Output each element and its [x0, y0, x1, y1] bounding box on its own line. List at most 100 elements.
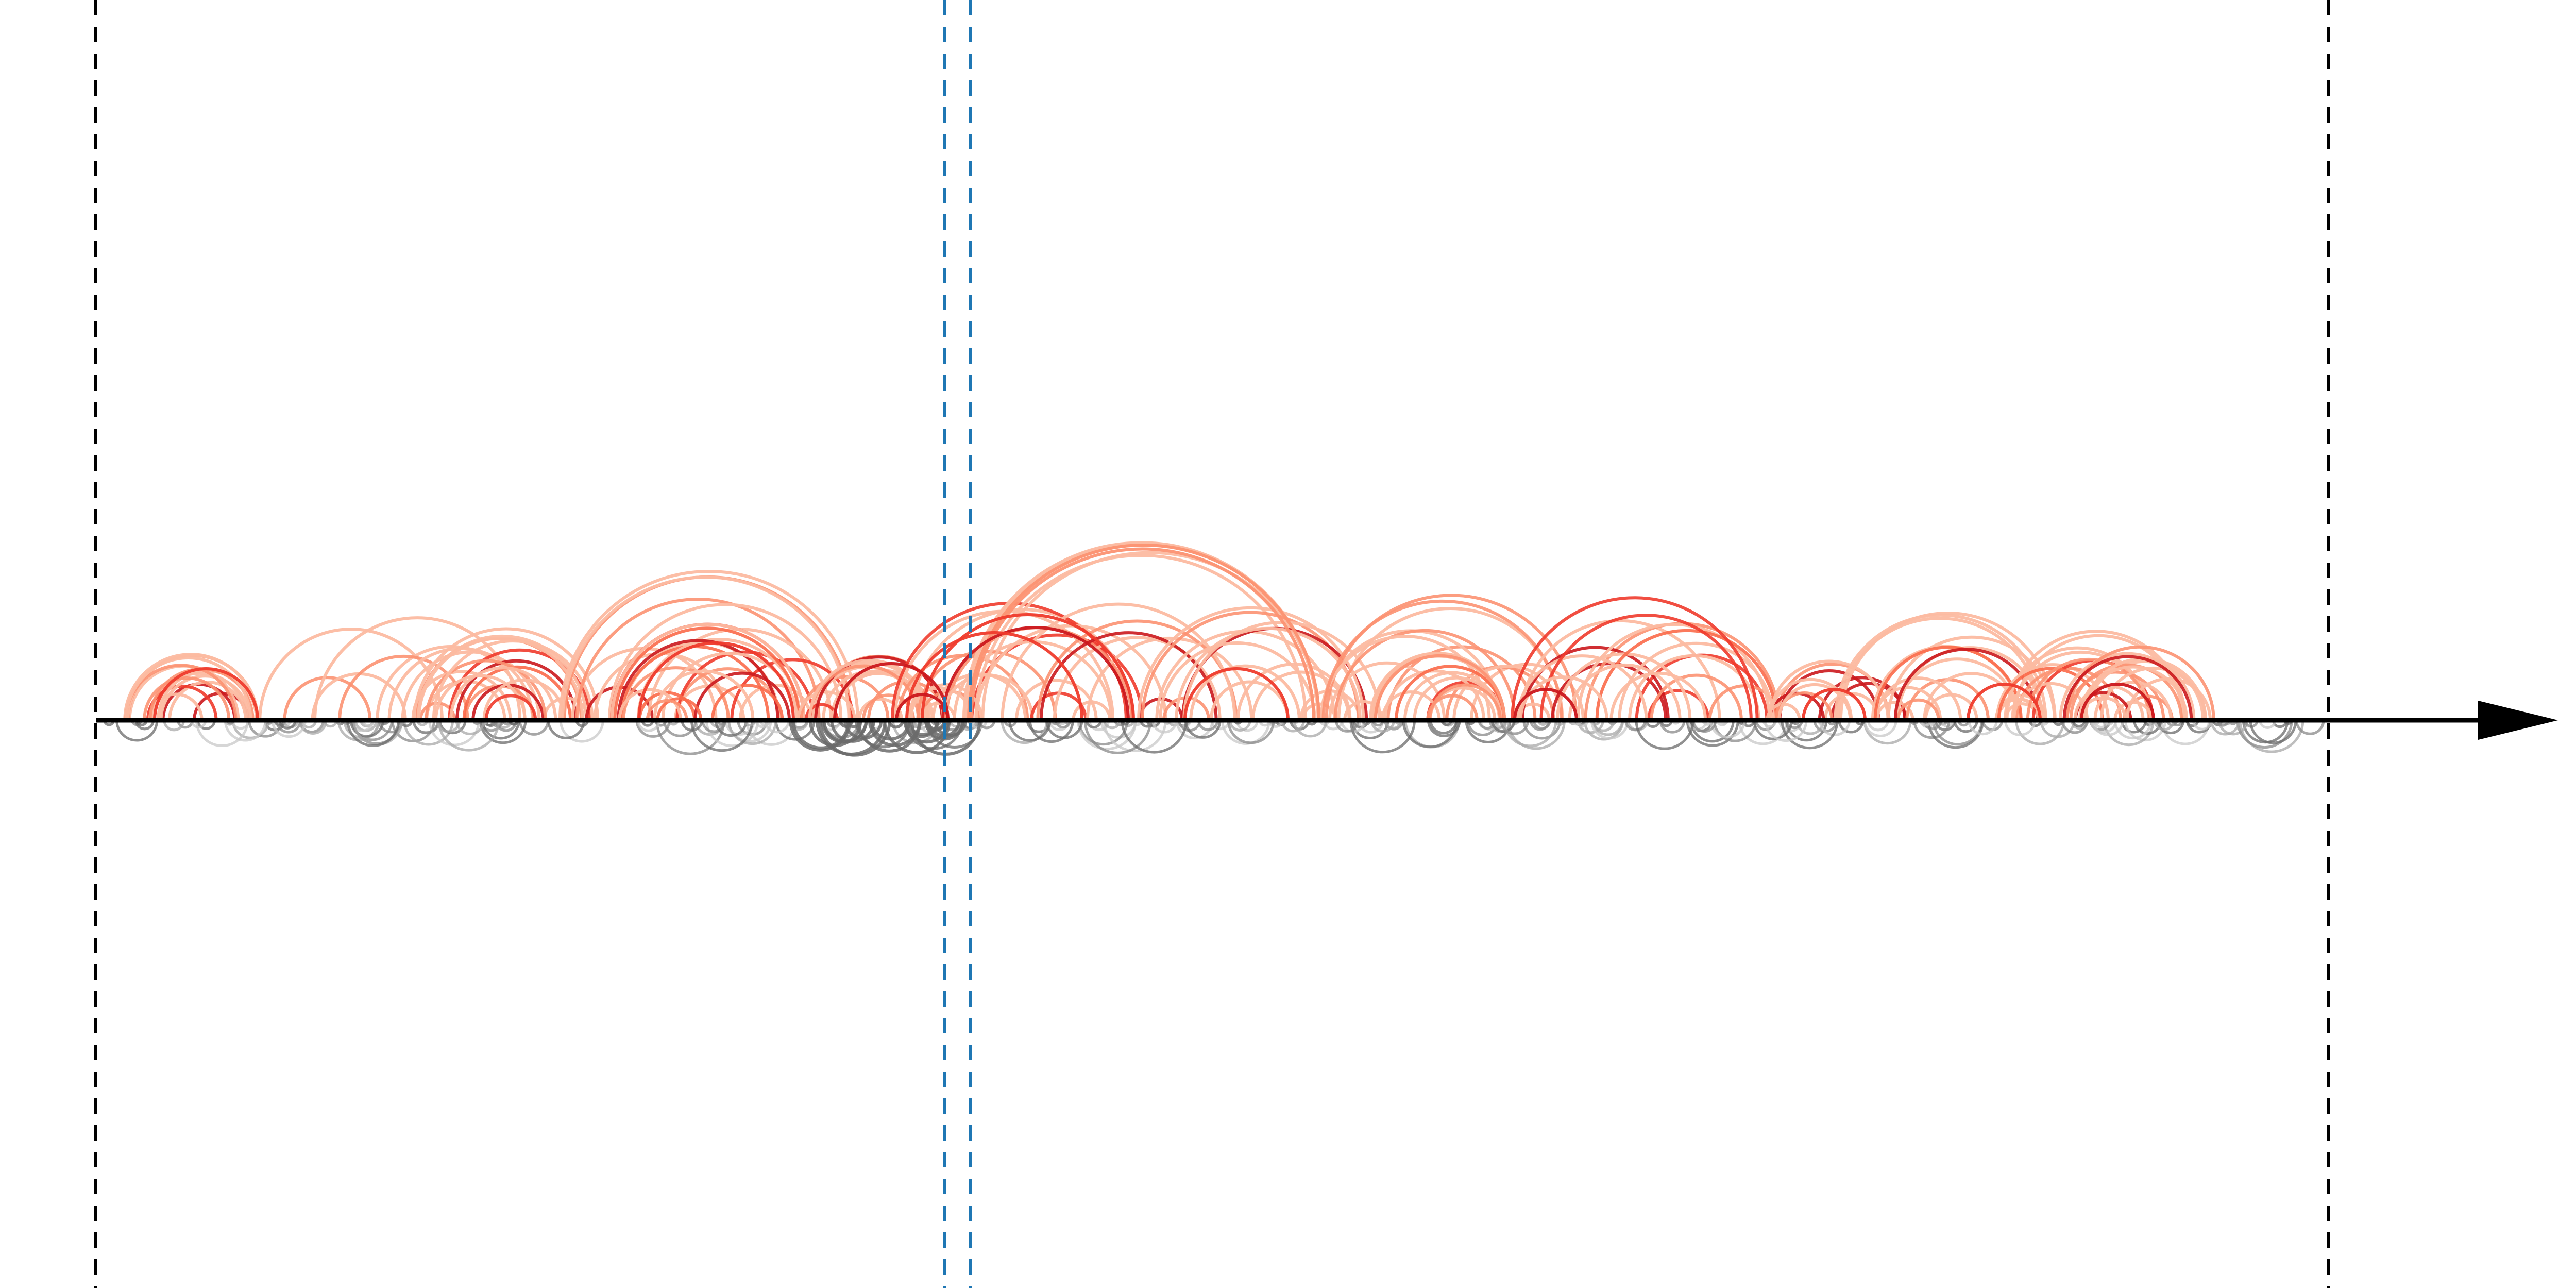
- lower-arc: [830, 720, 876, 743]
- lower-arc: [2113, 720, 2153, 740]
- lower-arc: [1499, 720, 1530, 735]
- upper-arc: [1595, 629, 1778, 721]
- upper-arc: [661, 652, 799, 721]
- lower-arc: [1151, 720, 1178, 734]
- lower-arc: [559, 720, 604, 743]
- upper-arc: [449, 666, 557, 721]
- lower-arc: [248, 720, 283, 738]
- lower-arcs: [103, 720, 2325, 757]
- upper-arc: [2065, 670, 2165, 721]
- lower-arc: [1922, 720, 1943, 731]
- lower-arc: [2259, 720, 2277, 729]
- axis: [96, 701, 2558, 740]
- upper-arc: [482, 678, 566, 721]
- upper-arc: [833, 662, 950, 721]
- upper-arc: [613, 626, 801, 721]
- upper-arc: [1967, 683, 2042, 721]
- upper-arc: [484, 694, 537, 721]
- upper-arc: [1325, 594, 1578, 721]
- lower-arc: [1713, 720, 1757, 742]
- lower-arc: [1532, 720, 1552, 730]
- upper-arc: [1650, 673, 1743, 721]
- lower-arc: [1863, 720, 1897, 737]
- lower-arc: [714, 720, 748, 737]
- upper-arc: [646, 699, 688, 721]
- upper-arc: [1516, 655, 1648, 721]
- lower-arc: [1001, 720, 1048, 744]
- lower-arc: [2157, 720, 2185, 734]
- upper-arc: [1896, 698, 1940, 721]
- lower-arc: [1953, 720, 1978, 733]
- upper-arc: [1189, 664, 1301, 721]
- upper-arc: [2093, 681, 2173, 721]
- lower-arc: [547, 720, 585, 739]
- lower-arc: [1293, 720, 1328, 738]
- lower-arc: [115, 720, 159, 742]
- lower-arc: [518, 720, 550, 736]
- upper-arc: [575, 597, 821, 721]
- upper-arc: [941, 626, 1130, 721]
- lower-arc: [278, 720, 297, 730]
- lower-arc: [437, 720, 500, 752]
- lower-arc: [1008, 720, 1052, 742]
- lower-arc: [1968, 720, 1998, 735]
- lower-arc: [195, 720, 249, 747]
- lower-arc: [1753, 720, 1793, 740]
- lower-arc: [1764, 720, 1808, 742]
- lower-arc: [866, 720, 885, 730]
- upper-arc: [618, 688, 682, 721]
- lower-arc: [1692, 720, 1717, 733]
- lower-arc: [224, 720, 267, 742]
- upper-arc: [1609, 672, 1707, 721]
- upper-arc: [1555, 652, 1692, 721]
- upper-arc: [159, 674, 251, 721]
- lower-arc: [1121, 720, 1188, 754]
- upper-arc: [1511, 596, 1759, 721]
- upper-arc: [610, 622, 805, 721]
- upper-arc: [1333, 629, 1517, 721]
- lower-arc: [1927, 720, 1985, 749]
- lower-arc: [1281, 720, 1306, 733]
- lower-arc: [1867, 720, 1889, 732]
- upper-arc: [1568, 663, 1682, 721]
- lower-arc: [2295, 720, 2325, 735]
- lower-arc: [2004, 720, 2036, 736]
- upper-arc: [710, 684, 784, 721]
- lower-arc: [857, 720, 922, 753]
- upper-arc: [1251, 670, 1351, 721]
- upper-arc: [1236, 663, 1352, 721]
- upper-arc: [1374, 654, 1506, 721]
- lower-arc: [300, 720, 317, 729]
- lower-arc: [2236, 720, 2293, 749]
- upper-arc: [814, 656, 944, 721]
- upper-arc: [796, 690, 856, 721]
- upper-arc: [1618, 641, 1775, 721]
- lower-arc: [275, 720, 302, 734]
- lower-arc: [1028, 720, 1074, 743]
- lower-arc: [2153, 720, 2175, 731]
- lower-arc: [481, 720, 520, 740]
- lower-arc: [298, 720, 328, 735]
- lower-arc: [231, 720, 270, 739]
- lower-arc: [1427, 720, 1461, 737]
- lower-arc: [690, 720, 754, 752]
- lower-arc: [1913, 720, 1951, 739]
- lower-arc: [1085, 720, 1102, 729]
- upper-arc: [1072, 700, 1112, 721]
- upper-arc: [419, 702, 456, 721]
- lower-arc: [1635, 720, 1694, 750]
- upper-arc: [411, 670, 512, 721]
- upper-arc: [2059, 652, 2196, 721]
- lower-arc: [1227, 720, 1275, 744]
- lower-arc: [435, 720, 461, 733]
- upper-arc: [921, 613, 1135, 721]
- lower-arc: [1590, 720, 1629, 740]
- lower-arc: [1228, 720, 1251, 732]
- upper-arc: [981, 551, 1320, 721]
- lower-arc: [635, 720, 671, 738]
- lower-arc: [1083, 720, 1152, 754]
- upper-arc: [425, 659, 547, 721]
- lower-arc: [1592, 720, 1624, 736]
- upper-arc: [1383, 669, 1485, 721]
- lower-arc: [663, 720, 697, 737]
